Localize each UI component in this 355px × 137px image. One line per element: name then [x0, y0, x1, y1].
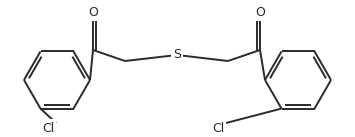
- Text: O: O: [88, 5, 98, 18]
- Text: S: S: [173, 48, 181, 62]
- Text: Cl: Cl: [212, 122, 224, 135]
- Text: O: O: [255, 5, 265, 18]
- Text: Cl: Cl: [42, 122, 54, 135]
